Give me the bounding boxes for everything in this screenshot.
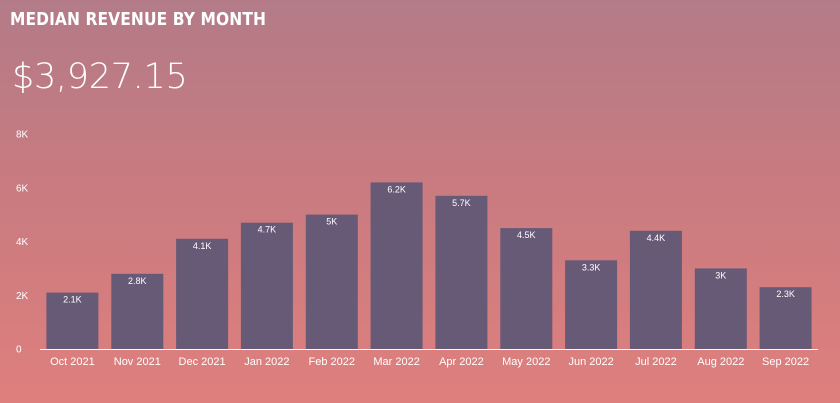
bar-data-label: 4.1K xyxy=(193,241,212,251)
bar xyxy=(435,195,488,349)
bar xyxy=(370,182,423,349)
chart-title: MEDIAN REVENUE BY MONTH xyxy=(10,9,267,30)
x-tick-label: Apr 2022 xyxy=(439,356,484,368)
y-tick-label: 2K xyxy=(16,291,29,302)
x-tick-label: Sep 2022 xyxy=(762,356,809,368)
bar-data-label: 3K xyxy=(715,270,726,280)
x-tick-label: Feb 2022 xyxy=(309,356,355,368)
bar-data-label: 2.3K xyxy=(776,289,795,299)
x-tick-label: Jan 2022 xyxy=(244,356,289,368)
bar-data-label: 4.4K xyxy=(647,233,666,243)
bar-data-label: 4.7K xyxy=(258,225,277,235)
y-tick-label: 4K xyxy=(16,237,29,248)
bar xyxy=(694,268,747,349)
bar-data-label: 4.5K xyxy=(517,230,536,240)
x-tick-label: Mar 2022 xyxy=(373,356,419,368)
bar-data-label: 5.7K xyxy=(452,198,471,208)
bar xyxy=(565,260,618,349)
bar-data-label: 2.8K xyxy=(128,276,147,286)
bar-data-label: 5K xyxy=(326,217,337,227)
bar xyxy=(305,214,358,349)
x-tick-label: Dec 2021 xyxy=(179,356,226,368)
bar xyxy=(629,230,682,350)
x-tick-label: Jun 2022 xyxy=(568,356,613,368)
y-tick-label: 6K xyxy=(16,183,29,194)
bar-data-label: 6.2K xyxy=(387,184,406,194)
x-tick-label: May 2022 xyxy=(502,356,550,368)
bar xyxy=(759,287,812,349)
x-tick-label: Aug 2022 xyxy=(697,356,744,368)
kpi-value: $3,927.15 xyxy=(12,57,188,97)
x-tick-label: Nov 2021 xyxy=(114,356,161,368)
bar xyxy=(176,238,229,349)
y-tick-label: 8K xyxy=(16,130,29,141)
bar-data-label: 2.1K xyxy=(63,295,82,305)
x-tick-label: Jul 2022 xyxy=(635,356,677,368)
bar xyxy=(111,273,164,350)
y-tick-label: 0 xyxy=(16,345,22,356)
bar-data-label: 3.3K xyxy=(582,262,601,272)
x-tick-label: Oct 2021 xyxy=(50,356,95,368)
bar xyxy=(500,228,553,349)
bar xyxy=(240,222,293,349)
bar xyxy=(46,292,99,349)
